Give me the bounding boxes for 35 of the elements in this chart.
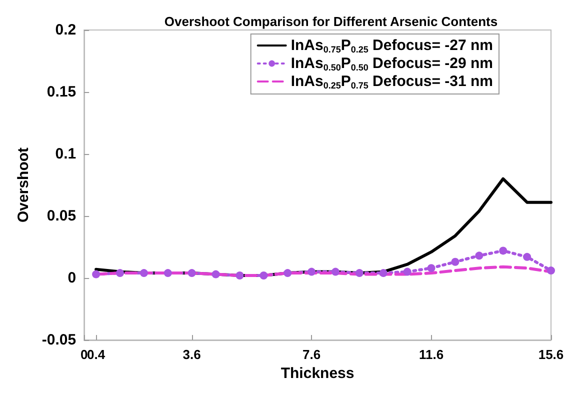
y-tick-label: 0.05 — [46, 208, 76, 224]
x-tick-label: 3.6 — [182, 347, 201, 362]
point — [499, 246, 508, 255]
point — [523, 252, 532, 261]
x-tick-label: 0 — [80, 347, 88, 362]
point — [355, 269, 364, 278]
x-tick-label: 7.6 — [302, 347, 321, 362]
point — [236, 272, 244, 280]
x-tick-label: 11.6 — [418, 347, 444, 362]
point — [451, 258, 460, 266]
x-tick-label: 0.4 — [87, 347, 106, 362]
point — [140, 269, 148, 278]
y-tick-label: -0.05 — [42, 332, 76, 348]
point — [92, 270, 100, 278]
point — [308, 268, 316, 276]
point — [212, 270, 220, 278]
point — [547, 266, 555, 275]
y-tick-label: 0.15 — [46, 84, 76, 100]
y-tick-label: 0 — [68, 270, 76, 286]
chart-title: Overshoot Comparison for Different Arsenic Contents — [164, 14, 498, 29]
point — [260, 272, 268, 280]
x-axis-title: Thickness — [280, 365, 354, 382]
point — [379, 269, 388, 278]
point — [188, 269, 196, 278]
x-tick-label: 15.6 — [538, 347, 564, 362]
point — [164, 269, 172, 278]
point — [427, 264, 436, 272]
y-tick-label: 0.1 — [55, 146, 76, 162]
point — [475, 252, 484, 260]
point — [284, 269, 292, 278]
point — [403, 268, 412, 276]
point — [332, 268, 340, 276]
point — [116, 269, 124, 278]
y-tick-label: 0.2 — [55, 22, 76, 38]
y-axis-title: Overshoot — [15, 147, 32, 223]
